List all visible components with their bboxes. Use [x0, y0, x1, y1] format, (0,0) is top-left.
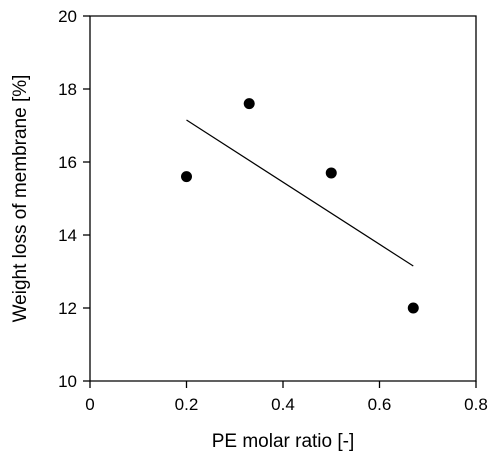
plot-frame [89, 15, 477, 382]
data-point [243, 98, 255, 110]
y-tick-label: 18 [58, 80, 77, 99]
trend-line [186, 119, 414, 267]
data-point [407, 302, 419, 314]
x-tick-label: 0.6 [368, 395, 392, 414]
y-axis: 10 12 14 16 18 20 [58, 7, 90, 391]
y-tick-label: 14 [58, 226, 77, 245]
x-axis-title: PE molar ratio [-] [212, 431, 355, 452]
data-point [181, 171, 192, 183]
x-tick-label: 0.2 [175, 395, 199, 414]
x-axis: 0 0.2 0.4 0.6 0.8 [85, 381, 488, 414]
y-axis-title: Weight loss of membrane [%] [10, 75, 31, 323]
y-tick-label: 16 [58, 153, 77, 172]
x-tick-label: 0.8 [464, 395, 488, 414]
y-tick-label: 12 [58, 299, 77, 318]
y-tick-label: 10 [58, 372, 77, 391]
y-tick-label: 20 [58, 7, 77, 26]
series-layer [181, 98, 419, 314]
plot-area [89, 15, 477, 382]
x-tick-label: 0 [85, 395, 94, 414]
x-tick-label: 0.4 [271, 395, 295, 414]
data-point [325, 167, 337, 179]
